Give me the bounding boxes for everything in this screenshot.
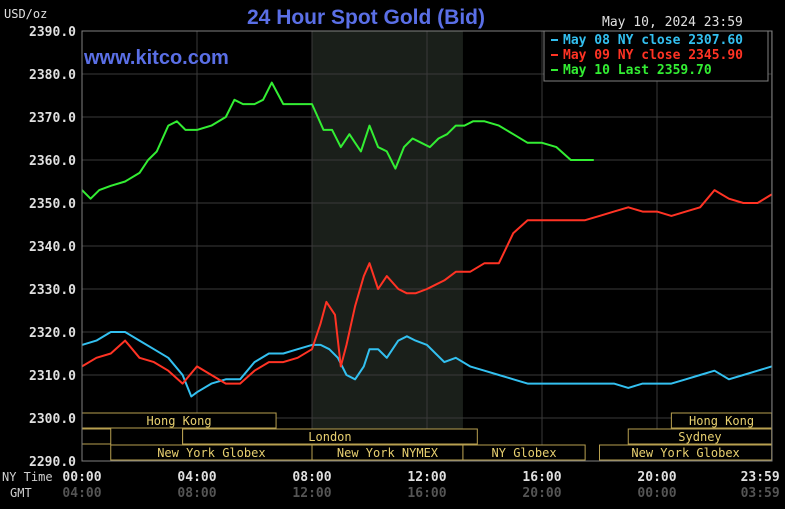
session-bar (182, 428, 478, 445)
x-tick-label-ny: 12:00 (407, 470, 446, 485)
y-tick-label: 2380.0 (29, 68, 76, 83)
y-tick-label: 2300.0 (29, 412, 76, 427)
session-label: New York Globex (631, 446, 739, 460)
session-label: New York Globex (157, 446, 265, 460)
y-axis-labels: 2390.0 2380.0 2370.0 2360.0 2350.0 2340.0 2330… (29, 25, 76, 470)
session-bar (81, 428, 112, 445)
series-layer (81, 81, 773, 398)
y-tick-label: 2290.0 (29, 455, 76, 470)
legend-entry: May 10 Last 2359.70 (563, 63, 712, 78)
y-tick-label: 2330.0 (29, 283, 76, 298)
x-tick-label-gmt: 16:00 (407, 486, 446, 501)
y-tick-label: 2340.0 (29, 240, 76, 255)
x-axis-labels: 00:0004:0004:0008:0008:0012:0012:0016:00… (62, 470, 779, 501)
brand-watermark: www.kitco.com (83, 47, 229, 69)
y-tick-label: 2350.0 (29, 197, 76, 212)
plot-frame (81, 30, 773, 462)
unit-label: USD/oz (4, 7, 47, 21)
x-tick-label-gmt: 03:59 (741, 486, 780, 501)
y-tick-label: 2320.0 (29, 326, 76, 341)
legend-entry: May 08 NY close 2307.60 (563, 33, 743, 48)
y-tick-label: 2390.0 (29, 25, 76, 40)
series-line-1 (81, 331, 772, 398)
x-tick-label-ny: 04:00 (177, 470, 216, 485)
trading-sessions: Hong Kong London New York Globex New York N… (81, 412, 773, 461)
x-tick-label-gmt: 00:00 (637, 486, 676, 501)
y-tick-label: 2310.0 (29, 369, 76, 384)
x-tick-label-gmt: 04:00 (62, 486, 101, 501)
x-tick-label-gmt: 08:00 (177, 486, 216, 501)
series-line-2 (81, 189, 773, 385)
ny-time-row-label: NY Time (2, 470, 53, 484)
session-label: Hong Kong (147, 414, 212, 428)
x-tick-label-ny: 16:00 (522, 470, 561, 485)
x-tick-label-gmt: 12:00 (292, 486, 331, 501)
x-tick-label-ny: 08:00 (292, 470, 331, 485)
timestamp: May 10, 2024 23:59 (602, 15, 743, 30)
x-tick-label-ny: 00:00 (62, 470, 101, 485)
legend-box (543, 30, 769, 82)
legend-entry: May 09 NY close 2345.90 (563, 48, 743, 63)
session-label: Sydney (678, 430, 721, 444)
chart-title: 24 Hour Spot Gold (Bid) (247, 6, 485, 29)
gmt-row-label: GMT (10, 486, 32, 500)
series-line-3 (81, 81, 594, 200)
x-tick-label-gmt: 20:00 (522, 486, 561, 501)
session-label: London (308, 430, 351, 444)
x-tick-label-ny: 20:00 (637, 470, 676, 485)
session-label: NY Globex (492, 446, 557, 460)
session-label: Hong Kong (689, 414, 754, 428)
session-label: New York NYMEX (337, 446, 439, 460)
x-tick-label-ny: 23:59 (741, 470, 780, 485)
session-bar (462, 444, 586, 461)
y-tick-label: 2370.0 (29, 111, 76, 126)
y-tick-label: 2360.0 (29, 154, 76, 169)
